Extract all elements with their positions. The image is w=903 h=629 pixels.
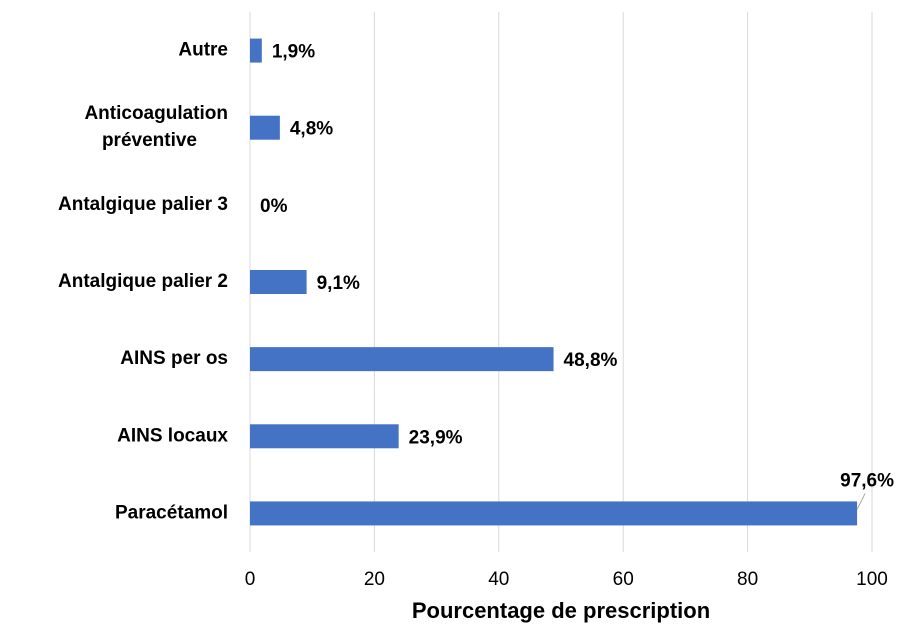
y-tick-label: Antalgique palier 2 (58, 271, 228, 292)
value-label: 97,6% (840, 470, 894, 491)
x-tick-label: 20 (364, 569, 385, 590)
x-axis-title: Pourcentage de prescription (412, 598, 710, 623)
y-tick-label: Antalgique palier 3 (58, 194, 228, 215)
y-tick-label: Autre (178, 40, 228, 61)
value-label: 4,8% (290, 119, 333, 140)
bar (250, 38, 262, 63)
y-tick-label: AINS per os (120, 348, 228, 369)
x-tick-label: 0 (245, 569, 256, 590)
value-label: 48,8% (564, 350, 618, 371)
leader-line (856, 493, 866, 510)
x-tick-label: 60 (613, 569, 634, 590)
value-label: 9,1% (317, 273, 360, 294)
bar (250, 115, 280, 140)
bar (250, 270, 307, 294)
y-tick-label: Paracétamol (115, 502, 228, 523)
bar (250, 424, 399, 449)
value-label: 0% (260, 196, 288, 217)
bar (250, 501, 858, 526)
x-tick-label: 40 (488, 569, 509, 590)
value-label: 1,9% (272, 42, 315, 63)
x-tick-label: 100 (856, 569, 888, 590)
value-label: 23,9% (409, 427, 463, 448)
bar (250, 347, 554, 372)
x-tick-label: 80 (737, 569, 758, 590)
y-tick-label: AINS locaux (117, 425, 228, 446)
y-tick-label: Anticoagulation préventive (84, 103, 228, 151)
